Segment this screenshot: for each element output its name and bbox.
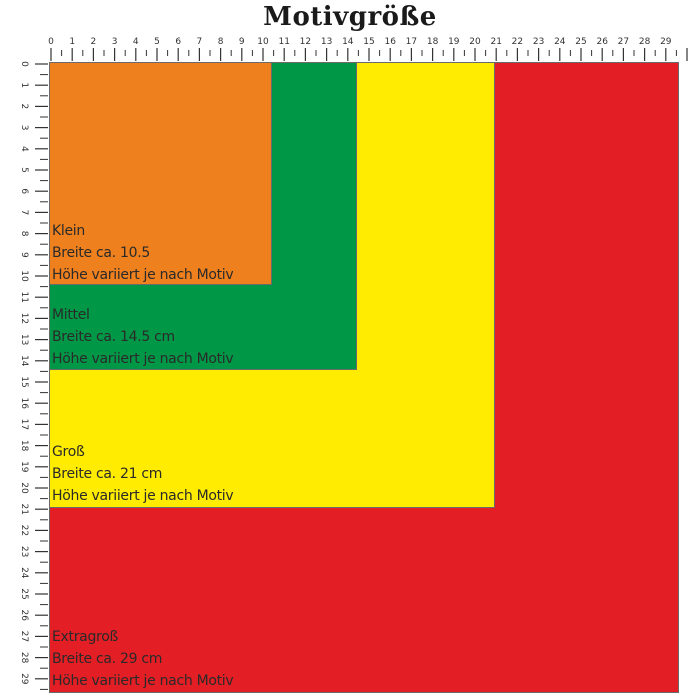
top-ruler-label: 4 — [133, 37, 139, 47]
left-ruler-label: 13 — [19, 334, 29, 345]
label-gross: Groß Breite ca. 21 cm Höhe variiert je n… — [52, 441, 234, 507]
left-ruler-label: 6 — [19, 188, 29, 194]
top-ruler-label: 26 — [596, 37, 608, 47]
left-ruler-label: 0 — [19, 61, 29, 67]
size-height-note: Höhe variiert je nach Motiv — [52, 351, 234, 367]
top-ruler-label: 15 — [363, 37, 374, 47]
top-ruler-label: 18 — [427, 37, 439, 47]
left-ruler-label: 2 — [19, 104, 29, 110]
top-ruler-label: 8 — [218, 37, 224, 47]
left-ruler-label: 11 — [19, 291, 29, 302]
top-ruler-label: 13 — [321, 37, 332, 47]
size-height-note: Höhe variiert je nach Motiv — [52, 673, 234, 689]
left-ruler-label: 29 — [19, 673, 29, 685]
left-ruler-label: 20 — [19, 482, 29, 494]
size-name: Mittel — [52, 307, 90, 323]
label-extragross: Extragroß Breite ca. 29 cm Höhe variiert… — [52, 626, 234, 692]
left-ruler-label: 22 — [19, 525, 29, 536]
top-ruler-label: 19 — [448, 37, 460, 47]
left-ruler-label: 16 — [19, 397, 29, 409]
size-height-note: Höhe variiert je nach Motiv — [52, 267, 234, 283]
top-ruler-label: 21 — [490, 37, 501, 47]
left-ruler-label: 3 — [19, 125, 29, 131]
size-box-klein — [49, 62, 272, 285]
top-ruler-label: 29 — [660, 37, 672, 47]
top-ruler-label: 9 — [239, 37, 245, 47]
left-ruler-label: 24 — [19, 567, 29, 579]
top-ruler-label: 3 — [112, 37, 118, 47]
top-ruler-label: 20 — [469, 37, 481, 47]
top-ruler-label: 23 — [533, 37, 544, 47]
size-name: Extragroß — [52, 629, 118, 645]
top-ruler-label: 24 — [554, 37, 566, 47]
page-title: Motivgröße — [263, 2, 437, 32]
top-ruler-label: 10 — [257, 37, 269, 47]
left-ruler-label: 17 — [19, 419, 29, 430]
top-ruler-label: 14 — [342, 37, 354, 47]
left-ruler-label: 14 — [19, 355, 29, 367]
left-ruler-label: 19 — [19, 461, 29, 473]
top-ruler-label: 5 — [154, 37, 160, 47]
top-ruler-label: 28 — [639, 37, 651, 47]
label-klein: Klein Breite ca. 10.5 Höhe variiert je n… — [52, 220, 234, 286]
size-width: Breite ca. 21 cm — [52, 466, 163, 482]
top-ruler-label: 17 — [406, 37, 417, 47]
left-ruler-label: 18 — [19, 440, 29, 452]
top-ruler-label: 12 — [300, 37, 311, 47]
left-ruler-label: 28 — [19, 652, 29, 664]
left-ruler-label: 27 — [19, 631, 29, 642]
left-ruler-label: 8 — [19, 231, 29, 237]
size-width: Breite ca. 14.5 cm — [52, 329, 175, 345]
top-ruler-label: 7 — [197, 37, 203, 47]
top-ruler-label: 16 — [384, 37, 396, 47]
top-ruler-label: 27 — [618, 37, 629, 47]
size-name: Groß — [52, 444, 85, 460]
left-ruler-label: 4 — [19, 146, 29, 152]
left-ruler-label: 25 — [19, 588, 29, 599]
left-ruler-label: 9 — [19, 252, 29, 258]
top-ruler-label: 11 — [278, 37, 289, 47]
left-ruler-label: 23 — [19, 546, 29, 557]
size-name: Klein — [52, 223, 85, 239]
size-height-note: Höhe variiert je nach Motiv — [52, 488, 234, 504]
left-ruler-label: 7 — [19, 210, 29, 216]
top-ruler-label: 2 — [91, 37, 97, 47]
left-ruler-label: 15 — [19, 376, 29, 387]
left-ruler-label: 10 — [19, 270, 29, 282]
left-ruler-label: 21 — [19, 503, 29, 514]
top-ruler-label: 0 — [48, 37, 54, 47]
size-width: Breite ca. 29 cm — [52, 651, 163, 667]
top-ruler-label: 1 — [69, 37, 75, 47]
top-ruler-label: 25 — [575, 37, 586, 47]
left-ruler-label: 1 — [19, 82, 29, 88]
top-ruler-label: 22 — [512, 37, 523, 47]
top-ruler-label: 6 — [175, 37, 181, 47]
left-ruler-label: 5 — [19, 167, 29, 173]
size-width: Breite ca. 10.5 — [52, 245, 150, 261]
label-mittel: Mittel Breite ca. 14.5 cm Höhe variiert … — [52, 304, 234, 370]
left-ruler-label: 26 — [19, 609, 29, 621]
left-ruler-label: 12 — [19, 313, 29, 324]
